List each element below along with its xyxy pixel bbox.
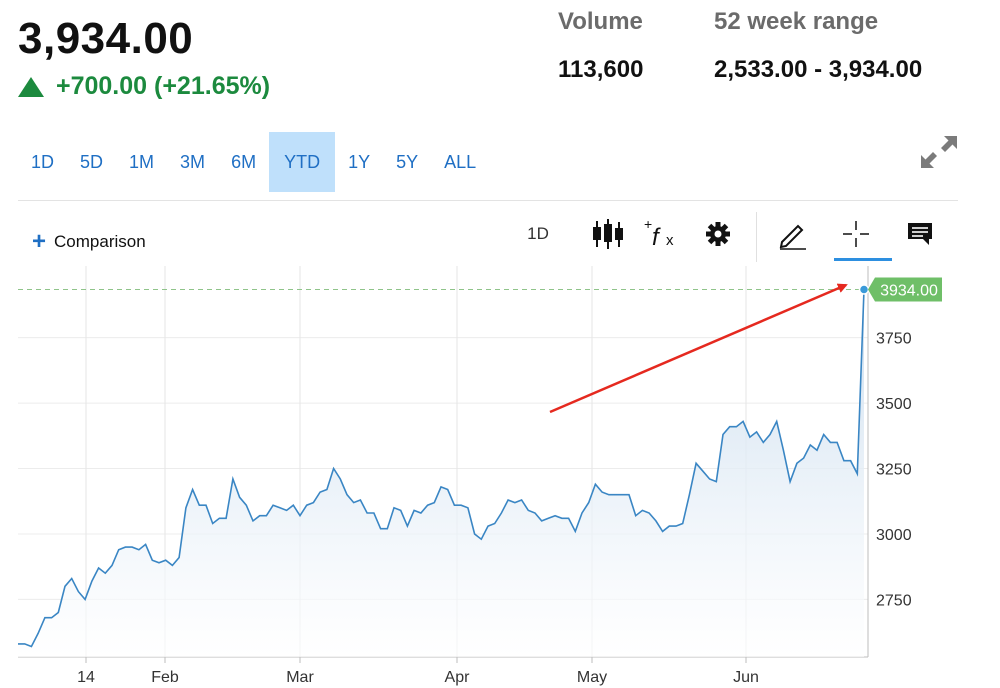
x-tick-label: Mar [286,669,314,686]
y-tick-label: 3000 [876,527,912,544]
gear-icon[interactable] [698,216,738,252]
comment-icon[interactable] [900,216,940,252]
y-axis: 2750 3000 3250 3500 3750 [876,331,912,610]
y-tick-label: 3500 [876,396,912,413]
x-tick-label: Feb [151,669,179,686]
toolbar-divider [18,200,958,201]
comparison-label: Comparison [54,232,146,251]
interval-label: 1D [527,224,549,243]
price-chart[interactable]: 2750 3000 3250 3500 3750 14 Feb Mar Apr May Jun 3… [0,262,1000,688]
expand-icon[interactable] [918,132,960,172]
x-axis: 14 Feb Mar Apr May Jun [77,657,759,686]
area-fill [18,289,864,657]
range-1y[interactable]: 1Y [348,151,371,172]
price-tag-background [868,277,942,302]
range-5y[interactable]: 5Y [396,151,419,172]
range-1d[interactable]: 1D [31,151,55,172]
price-line [18,289,865,648]
range-3m[interactable]: 3M [180,151,206,172]
svg-text:f: f [652,224,661,251]
x-tick-label: 14 [77,669,95,686]
time-range-tabs: 1D 5D 1M 3M 6M YTD 1Y 5Y ALL [18,132,489,192]
last-point-marker [858,284,870,295]
last-price: 3,934.00 [18,14,194,63]
y-tick-label: 3250 [876,462,912,479]
indicator-fx-icon[interactable]: + f x [642,216,682,252]
toolbar-separator [756,212,757,262]
x-tick-label: Apr [445,669,471,686]
last-price-tag: 3934.00 [858,277,942,302]
comparison-button[interactable]: + Comparison [32,228,146,256]
range-1m[interactable]: 1M [129,151,155,172]
annotation-arrow [549,283,848,414]
interval-selector[interactable]: 1D [518,216,558,252]
range-label: 52 week range [714,8,879,35]
range-6m[interactable]: 6M [231,151,257,172]
range-ytd[interactable]: YTD [269,132,336,192]
range-5d[interactable]: 5D [80,151,104,172]
svg-text:+: + [644,217,652,232]
range-value: 2,533.00 - 3,934.00 [714,56,923,83]
price-change-value: +700.00 (+21.65%) [56,72,271,100]
x-tick-label: Jun [733,669,759,686]
y-tick-label: 2750 [876,592,912,609]
x-tick-label: May [577,669,607,686]
up-triangle-icon [18,76,44,97]
volume-label: Volume [558,8,643,35]
price-tag-label: 3934.00 [880,283,938,300]
crosshair-icon[interactable] [836,216,876,252]
plus-icon: + [32,228,47,255]
price-change: +700.00 (+21.65%) [18,72,270,101]
volume-value: 113,600 [558,56,644,83]
pencil-icon[interactable] [772,216,812,252]
y-tick-label: 3750 [876,331,912,348]
svg-text:x: x [666,232,674,249]
crosshair-active-indicator [834,258,892,261]
candlestick-icon[interactable] [588,216,628,252]
range-all[interactable]: ALL [444,151,477,172]
